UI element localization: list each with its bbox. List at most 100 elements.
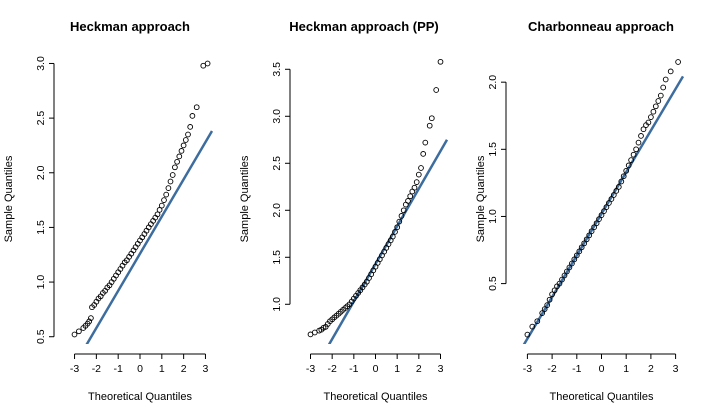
data-point [193,104,200,111]
data-point [187,124,194,130]
data-point [573,252,580,259]
x-tick-label: -3 [306,363,315,375]
y-tick-label: 1.5 [35,220,47,235]
data-point [176,153,183,160]
data-point [428,115,435,122]
data-point [628,157,634,163]
data-point [541,306,548,312]
chart-title: Charbonneau approach [528,19,674,34]
data-point [571,256,578,263]
y-tick-label: 0.5 [487,276,499,291]
data-point [569,260,575,267]
data-point [652,103,659,110]
data-point [566,264,573,271]
data-point [660,84,667,91]
data-point [610,192,617,198]
y-axis-label: Sample Quantiles [475,155,487,242]
x-tick-label: -2 [327,363,336,375]
data-point [546,296,553,303]
data-point [648,114,654,120]
data-point [615,184,622,190]
data-point [426,122,433,129]
y-tick-label: 2.0 [35,165,47,180]
data-point [411,184,418,191]
data-point [156,207,163,213]
data-point [601,208,607,214]
y-axis-label: Sample Quantiles [3,155,15,242]
data-point [655,98,662,104]
x-tick-label: -3 [523,363,532,375]
y-tick-label: 3.5 [271,62,283,77]
data-point [420,151,427,157]
data-point [578,244,585,251]
data-point [392,229,398,235]
data-point [154,211,161,218]
panel-charbonneau: Charbonneau approach Theoretical Quantil… [475,19,685,403]
y-tick-label: 1.0 [487,209,499,224]
data-point [633,146,639,153]
data-point [620,173,627,180]
data-point [204,60,211,67]
x-tick-label: -1 [349,363,358,375]
y-tick-label: 1.0 [271,297,283,312]
data-point [625,162,632,169]
data-point [189,113,196,119]
chart-title: Heckman approach (PP) [289,19,439,34]
data-point [549,291,555,298]
data-point [588,228,595,235]
data-point [167,178,174,185]
data-point [586,232,593,239]
data-point [158,202,165,209]
data-point [564,268,570,275]
data-point [645,119,652,126]
data-point [650,108,657,115]
x-tick-label: 0 [137,363,143,375]
data-point [608,196,615,202]
x-axis-label: Theoretical Quantiles [88,391,192,403]
data-point [662,76,669,83]
panel-heckman-pp: Heckman approach (PP) Theoretical Quanti… [239,19,449,403]
data-point [396,218,403,225]
data-point [591,224,597,231]
reference-line [522,75,685,344]
data-point [161,197,167,203]
data-point [422,139,429,146]
data-point [618,178,625,185]
data-point [635,139,642,146]
data-point [581,240,588,247]
data-point [172,164,178,171]
y-tick-label: 3.0 [35,56,47,71]
data-point [174,158,180,165]
data-point [71,331,78,338]
y-tick-label: 2.5 [35,111,47,126]
data-point [559,276,565,283]
data-point [398,213,405,219]
data-point [180,142,187,149]
data-point [675,59,681,65]
data-point [606,200,612,206]
x-tick-label: 3 [203,363,209,375]
x-tick-label: 1 [394,363,400,375]
chart-title: Heckman approach [70,19,190,34]
data-point [200,62,207,69]
data-point [178,148,185,154]
y-tick-label: 1.5 [271,250,283,265]
data-point [405,198,411,204]
y-tick-label: 2.0 [487,75,499,90]
data-point [630,151,637,158]
data-point [163,191,170,198]
y-tick-label: 1.0 [35,275,47,290]
data-point [593,220,600,227]
x-tick-label: -2 [547,363,556,375]
data-point [165,185,172,191]
data-point [407,193,414,200]
data-point [598,212,605,218]
data-point [76,328,82,335]
data-point [400,207,407,214]
data-point [86,318,93,325]
data-point [576,248,583,255]
data-point [544,302,551,308]
x-tick-label: 3 [673,363,679,375]
x-tick-label: 0 [373,363,379,375]
x-axis-label: Theoretical Quantiles [550,391,654,403]
